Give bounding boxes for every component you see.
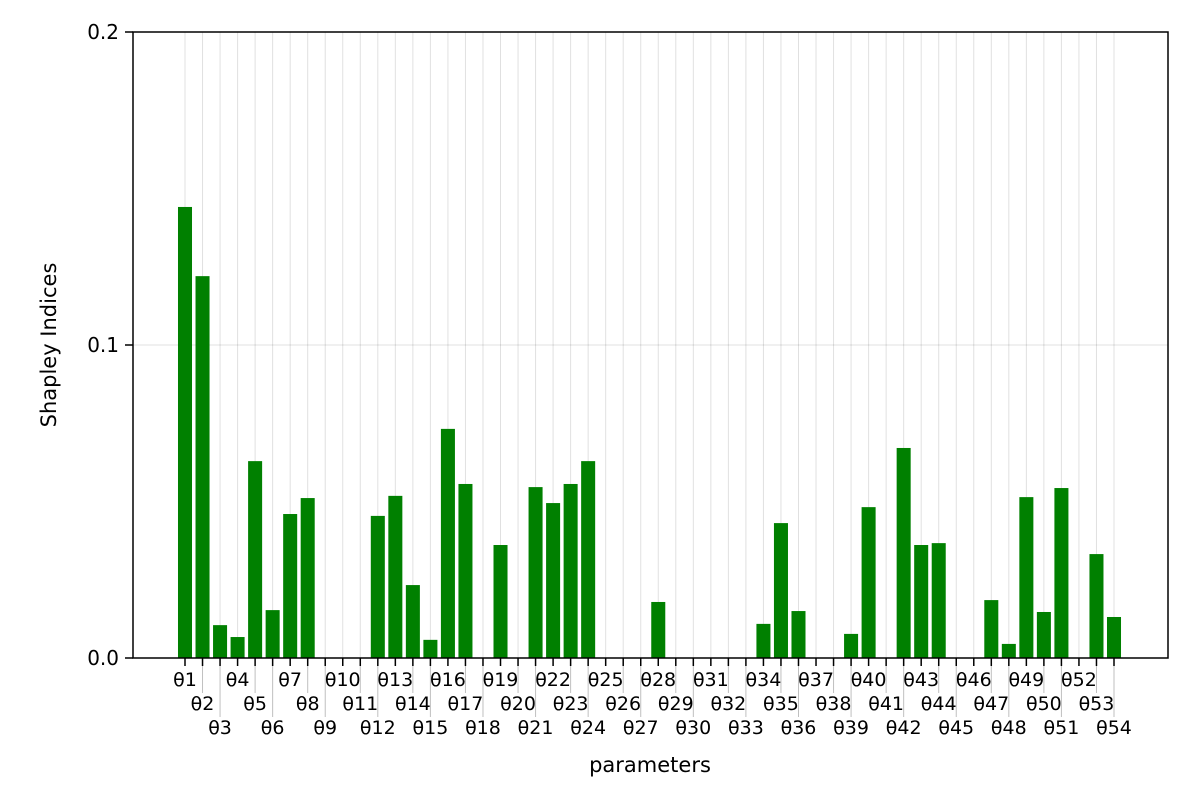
x-tick-label: θ20 — [500, 693, 536, 715]
bar-θ39 — [844, 633, 859, 658]
bar-θ28 — [651, 601, 666, 658]
bar-θ42 — [896, 447, 911, 658]
bar-θ24 — [581, 461, 596, 658]
bar-θ50 — [1036, 611, 1051, 658]
bar-θ23 — [563, 483, 578, 658]
x-tick-label: θ48 — [991, 717, 1027, 739]
bar-θ35 — [773, 523, 788, 658]
bar-θ8 — [300, 498, 315, 658]
bar-θ43 — [914, 545, 929, 658]
x-tick-label: θ3 — [208, 717, 232, 739]
bar-θ49 — [1019, 497, 1034, 658]
x-tick-label: θ12 — [360, 717, 396, 739]
x-tick-label: θ38 — [816, 693, 852, 715]
bar-θ4 — [230, 637, 245, 658]
bar-θ47 — [984, 600, 999, 658]
x-tick-label: θ45 — [938, 717, 974, 739]
bar-θ5 — [248, 461, 263, 658]
bar-θ12 — [370, 515, 385, 658]
x-tick-label: θ44 — [921, 693, 957, 715]
bar-θ40 — [861, 507, 876, 658]
bar-θ7 — [283, 514, 298, 658]
bar-θ19 — [493, 545, 508, 658]
x-tick-label: θ21 — [518, 717, 554, 739]
bar-θ14 — [405, 585, 420, 658]
x-tick-label: θ8 — [296, 693, 320, 715]
x-tick-label: θ26 — [605, 693, 641, 715]
x-tick-label: θ22 — [535, 669, 571, 691]
bar-θ1 — [177, 206, 193, 659]
x-tick-label: θ36 — [781, 717, 817, 739]
x-tick-label: θ23 — [553, 693, 589, 715]
x-tick-label: θ39 — [833, 717, 869, 739]
x-tick-label: θ30 — [675, 717, 711, 739]
y-tick-label: 0.1 — [87, 333, 119, 357]
x-tick-label: θ24 — [570, 717, 606, 739]
bar-θ21 — [528, 487, 543, 658]
bar-θ16 — [440, 428, 455, 658]
x-tick-label: θ7 — [278, 669, 302, 691]
x-tick-label: θ25 — [588, 669, 624, 691]
x-tick-label: θ41 — [868, 693, 904, 715]
x-tick-label: θ53 — [1079, 693, 1115, 715]
x-tick-label: θ31 — [693, 669, 729, 691]
x-tick-label: θ18 — [465, 717, 501, 739]
bar-θ36 — [791, 611, 806, 658]
bar-θ6 — [265, 610, 280, 658]
bar-θ2 — [195, 276, 210, 658]
y-tick-label: 0.2 — [87, 20, 119, 44]
x-tick-label: θ50 — [1026, 693, 1062, 715]
x-tick-label: θ52 — [1061, 669, 1097, 691]
x-axis: θ1θ2θ3θ4θ5θ6θ7θ8θ9θ10θ11θ12θ13θ14θ15θ16θ… — [173, 658, 1132, 739]
bar-θ15 — [423, 639, 438, 658]
bar-θ48 — [1001, 643, 1016, 658]
x-tick-label: θ33 — [728, 717, 764, 739]
x-tick-label: θ29 — [658, 693, 694, 715]
x-tick-label: θ5 — [243, 693, 267, 715]
x-tick-label: θ13 — [377, 669, 413, 691]
bar-θ53 — [1089, 554, 1104, 658]
x-tick-label: θ27 — [623, 717, 659, 739]
x-tick-label: θ9 — [313, 717, 337, 739]
x-tick-label: θ42 — [886, 717, 922, 739]
x-tick-label: θ1 — [173, 669, 197, 691]
x-tick-label: θ15 — [412, 717, 448, 739]
bar-θ22 — [546, 503, 561, 658]
x-tick-label: θ16 — [430, 669, 466, 691]
y-axis-title: Shapley Indices — [37, 263, 61, 428]
x-tick-label: θ19 — [483, 669, 519, 691]
bars — [177, 206, 1122, 659]
x-axis-title: parameters — [589, 753, 711, 777]
x-tick-label: θ35 — [763, 693, 799, 715]
bar-θ54 — [1106, 616, 1122, 658]
y-tick-label: 0.0 — [87, 646, 119, 670]
x-tick-label: θ4 — [226, 669, 250, 691]
y-axis: 0.0 0.1 0.2 — [87, 20, 133, 670]
bar-θ3 — [213, 625, 228, 658]
x-tick-label: θ51 — [1044, 717, 1080, 739]
x-tick-label: θ14 — [395, 693, 431, 715]
x-tick-label: θ28 — [640, 669, 676, 691]
x-tick-label: θ11 — [342, 693, 378, 715]
x-tick-label: θ2 — [191, 693, 215, 715]
x-tick-label: θ43 — [903, 669, 939, 691]
x-tick-label: θ37 — [798, 669, 834, 691]
x-tick-label: θ49 — [1008, 669, 1044, 691]
x-tick-label: θ34 — [746, 669, 782, 691]
x-tick-label: θ47 — [973, 693, 1009, 715]
bar-θ17 — [458, 483, 473, 658]
bar-θ51 — [1054, 488, 1069, 658]
x-tick-label: θ54 — [1096, 717, 1132, 739]
x-tick-label: θ6 — [261, 717, 285, 739]
bar-θ13 — [388, 495, 403, 658]
x-tick-label: θ10 — [325, 669, 361, 691]
bar-θ34 — [756, 623, 771, 658]
x-tick-label: θ40 — [851, 669, 887, 691]
bar-θ44 — [931, 543, 946, 658]
x-tick-label: θ46 — [956, 669, 992, 691]
x-tick-label: θ17 — [448, 693, 484, 715]
x-tick-label: θ32 — [710, 693, 746, 715]
